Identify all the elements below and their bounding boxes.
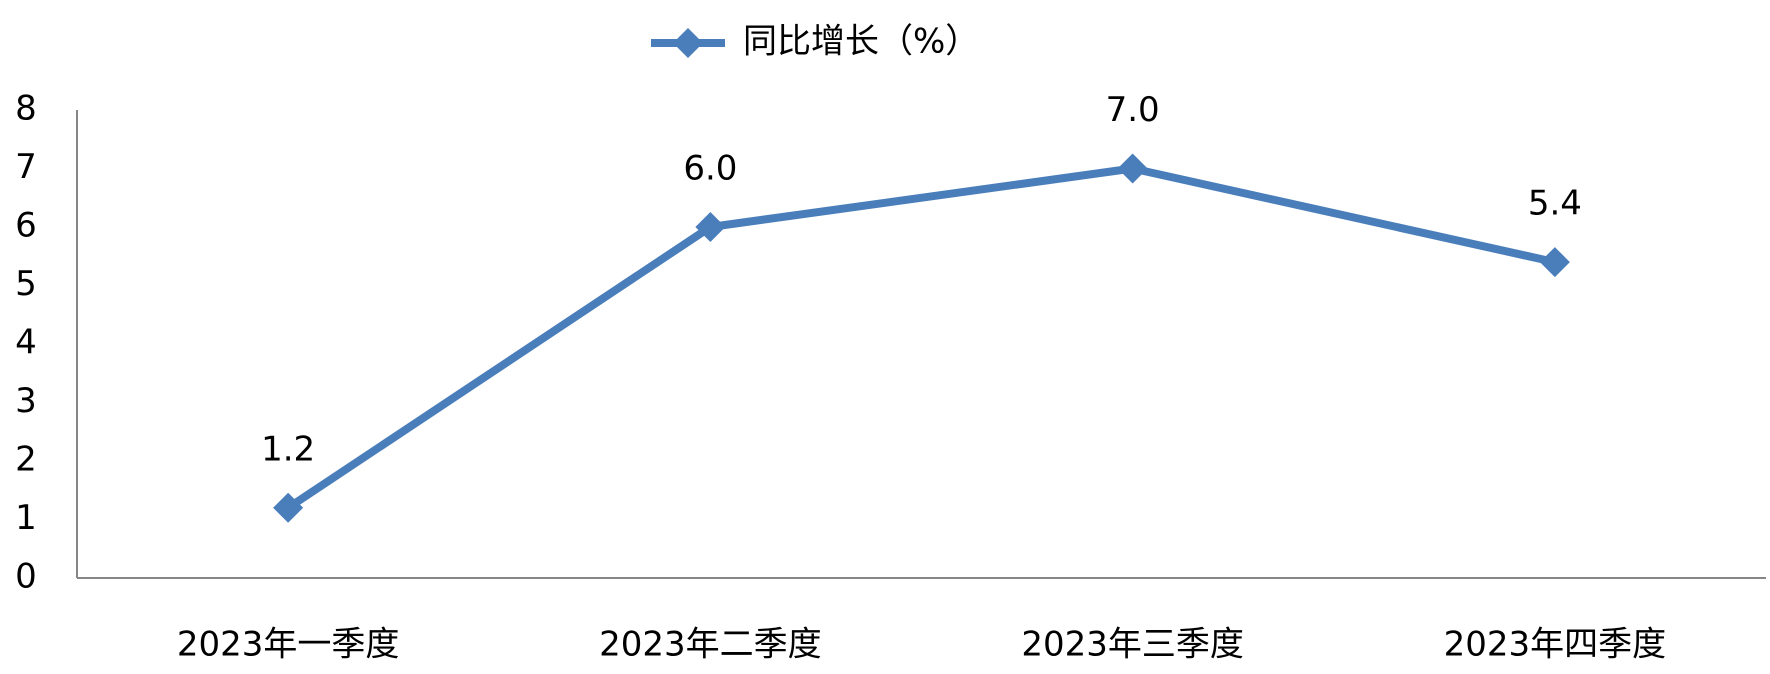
y-tick-label: 0 [15, 557, 37, 597]
y-tick-label: 7 [15, 147, 37, 187]
y-tick-label: 5 [15, 264, 37, 304]
data-label: 6.0 [683, 149, 737, 189]
marker [695, 212, 726, 242]
x-tick-label: 2023年三季度 [1021, 625, 1244, 665]
y-tick-label: 2 [15, 440, 37, 480]
x-tick-label: 2023年四季度 [1444, 625, 1667, 665]
y-tick-label: 6 [15, 206, 37, 246]
legend-marker [673, 28, 703, 58]
y-tick-label: 3 [15, 381, 37, 421]
data-label: 5.4 [1528, 184, 1582, 224]
marker [273, 492, 304, 523]
data-label: 7.0 [1106, 90, 1160, 130]
marker [1539, 247, 1570, 278]
marker [1117, 153, 1148, 184]
data-label: 1.2 [261, 429, 315, 469]
y-tick-label: 4 [15, 323, 37, 363]
line [285, 164, 1556, 512]
x-tick-label: 2023年一季度 [177, 625, 400, 665]
y-tick-label: 8 [15, 89, 37, 129]
legend-label: 同比增长（%） [743, 22, 979, 62]
y-tick-label: 1 [15, 498, 37, 538]
x-tick-label: 2023年二季度 [599, 625, 822, 665]
